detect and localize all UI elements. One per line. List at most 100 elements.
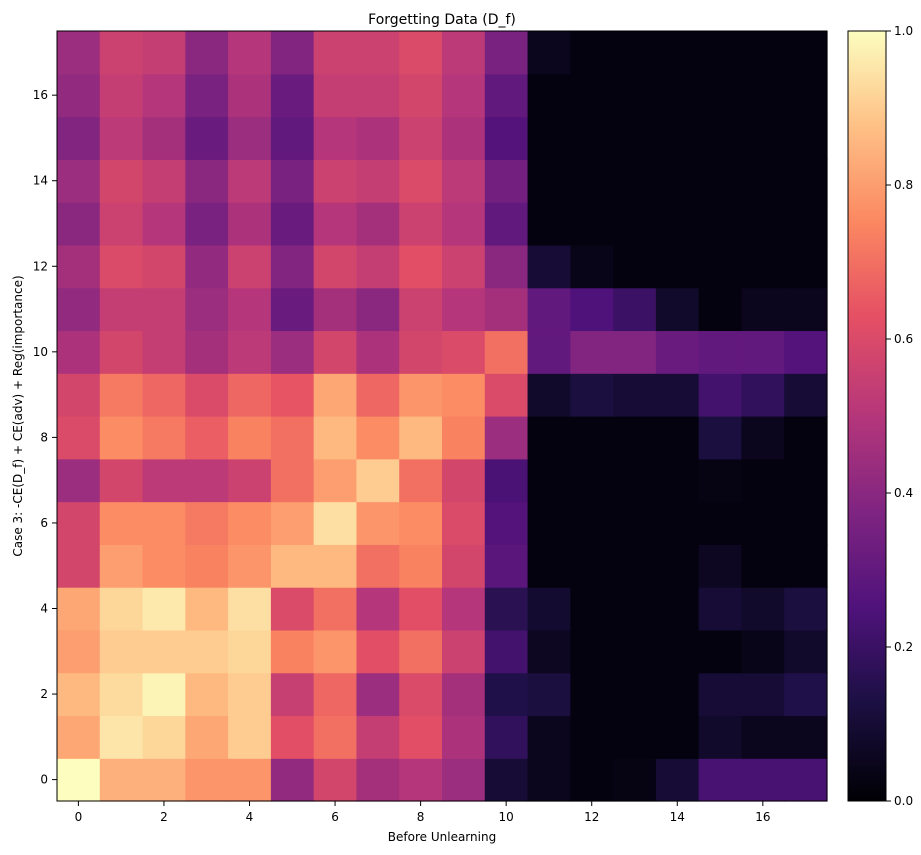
heatmap-cell (442, 458, 486, 503)
colorbar-tick-label: 0.0 (894, 794, 913, 808)
heatmap-cell (527, 458, 571, 503)
heatmap-cell (698, 672, 743, 717)
heatmap-cell (57, 629, 101, 674)
heatmap-cell (527, 758, 571, 802)
heatmap-cell (57, 116, 101, 160)
heatmap-cell (142, 501, 186, 545)
x-tick-label: 16 (755, 810, 770, 824)
heatmap-cell (228, 758, 272, 802)
heatmap-cell (484, 458, 529, 503)
heatmap-cell (613, 544, 657, 588)
heatmap-cell (655, 715, 700, 759)
heatmap-cell (613, 287, 657, 332)
heatmap-cell (442, 330, 486, 374)
heatmap-cell (442, 373, 486, 417)
heatmap-cell (142, 672, 186, 717)
heatmap-cell (270, 458, 315, 503)
heatmap-cell (270, 202, 315, 246)
heatmap-cell (57, 159, 101, 203)
y-tick-label: 10 (33, 345, 48, 359)
heatmap-cell (270, 587, 315, 631)
heatmap-cell (570, 458, 614, 503)
heatmap-cell (484, 116, 529, 160)
heatmap-cell (185, 672, 229, 717)
heatmap-cell (698, 715, 743, 759)
heatmap-cell (99, 202, 144, 246)
heatmap-cell (613, 116, 657, 160)
heatmap-cell (784, 544, 828, 588)
heatmap-cell (399, 758, 443, 802)
heatmap-cell (57, 73, 101, 118)
y-axis: 0 2 4 6 8 10 12 14 16 (33, 88, 57, 787)
heatmap-cell (527, 116, 571, 160)
heatmap-cell (270, 287, 315, 332)
y-axis-title: Case 3: -CE(D_f) + CE(adv) + Reg(importa… (11, 275, 25, 556)
heatmap-cell (185, 458, 229, 503)
heatmap-cell (313, 458, 358, 503)
heatmap-cell (442, 544, 486, 588)
heatmap-cell (356, 544, 400, 588)
heatmap-cell (484, 416, 529, 460)
heatmap-cell (142, 458, 186, 503)
heatmap-cell (313, 159, 358, 203)
heatmap-cell (484, 202, 529, 246)
heatmap-cell (228, 373, 272, 417)
heatmap-cell (698, 31, 743, 75)
heatmap-cell (484, 758, 529, 802)
heatmap-cell (484, 587, 529, 631)
heatmap-cell (741, 73, 785, 118)
heatmap-cell (442, 416, 486, 460)
heatmap-cell (527, 587, 571, 631)
heatmap-cell (613, 758, 657, 802)
heatmap-cell (613, 31, 657, 75)
heatmap-cell (655, 244, 700, 289)
heatmap-cell (99, 244, 144, 289)
heatmap-cell (399, 31, 443, 75)
heatmap-cell (142, 202, 186, 246)
heatmap-cell (527, 416, 571, 460)
plot-frame (56, 30, 828, 802)
heatmap-cell (57, 373, 101, 417)
heatmap-cell (270, 544, 315, 588)
heatmap-cell (741, 373, 785, 417)
heatmap-cell (741, 629, 785, 674)
heatmap-cell (270, 159, 315, 203)
heatmap-cell (313, 31, 358, 75)
heatmap-cell (99, 458, 144, 503)
y-tick-label: 0 (40, 773, 48, 787)
heatmap-cell (741, 758, 785, 802)
heatmap-cell (613, 73, 657, 118)
heatmap-cell (570, 587, 614, 631)
heatmap-cell (356, 672, 400, 717)
heatmap-cell (57, 202, 101, 246)
heatmap-cell (399, 244, 443, 289)
heatmap-cell (613, 501, 657, 545)
heatmap-cell (228, 116, 272, 160)
colorbar-tick-label: 1.0 (894, 24, 913, 38)
heatmap-cell (228, 31, 272, 75)
heatmap-cell (313, 202, 358, 246)
heatmap-cell (99, 629, 144, 674)
heatmap-cell (484, 159, 529, 203)
heatmap-cell (527, 672, 571, 717)
heatmap-cell (655, 287, 700, 332)
heatmap-cell (57, 758, 101, 802)
heatmap-cell (356, 116, 400, 160)
heatmap-cell (570, 544, 614, 588)
heatmap-cell (228, 244, 272, 289)
x-tick-label: 2 (160, 810, 168, 824)
heatmap-cell (484, 629, 529, 674)
heatmap-cell (142, 116, 186, 160)
heatmap-cell (784, 73, 828, 118)
heatmap-cell (570, 672, 614, 717)
heatmap-cell (185, 73, 229, 118)
heatmap-cell (228, 330, 272, 374)
x-tick-label: 0 (75, 810, 83, 824)
heatmap-cell (442, 758, 486, 802)
colorbar-axis: 0.0 0.2 0.4 0.6 0.8 1.0 (886, 24, 913, 808)
heatmap-cell (741, 159, 785, 203)
heatmap-cell (313, 544, 358, 588)
heatmap-cell (356, 244, 400, 289)
heatmap-cell (527, 287, 571, 332)
